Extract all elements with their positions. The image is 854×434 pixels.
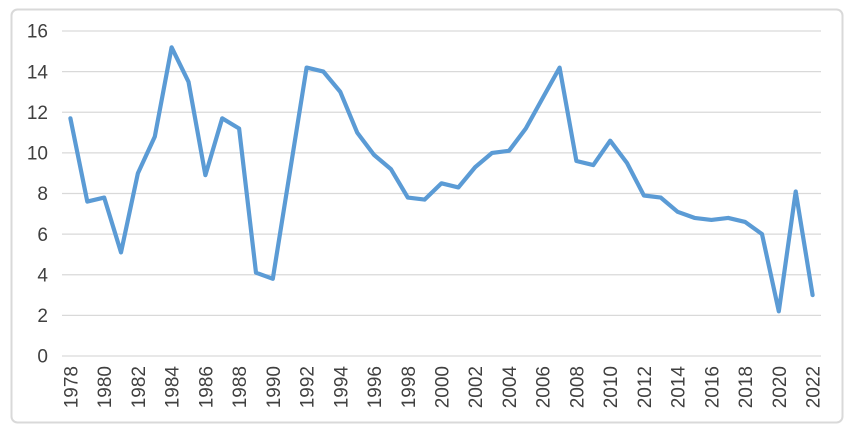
x-axis-tick-label: 2012	[635, 366, 656, 408]
x-axis-tick-label: 2000	[433, 366, 454, 408]
y-axis-tick-label: 8	[37, 184, 48, 205]
data-series-line	[68, 45, 815, 314]
x-axis-tick-label: 2018	[736, 366, 757, 408]
x-axis-tick-label: 2002	[466, 366, 487, 408]
x-axis-tick-label: 1988	[230, 366, 251, 408]
x-axis-tick-label: 2022	[804, 366, 825, 408]
x-axis-tick-label: 1990	[264, 366, 285, 408]
x-axis-tick-label: 1984	[163, 366, 184, 409]
chart-frame-border	[10, 8, 844, 424]
x-axis-tick-label: 1994	[331, 366, 352, 409]
x-axis-tick-label: 1996	[365, 366, 386, 408]
x-axis-tick-label: 1980	[95, 366, 116, 408]
y-axis-tick-label: 4	[37, 265, 48, 286]
x-axis-tick-label: 2008	[567, 366, 588, 408]
x-axis-tick-label: 2016	[702, 366, 723, 408]
x-axis-tick-label: 1986	[196, 366, 217, 408]
x-axis-tick-label: 2010	[601, 366, 622, 408]
x-axis-tick-label: 2020	[770, 366, 791, 408]
y-axis-tick-label: 0	[37, 347, 48, 368]
x-axis-tick-label: 2004	[500, 366, 521, 409]
x-axis-tick-label: 1982	[129, 366, 150, 408]
y-axis-tick-label: 6	[37, 225, 48, 246]
y-axis-tick-label: 10	[27, 144, 48, 165]
x-axis-tick-label: 1992	[298, 366, 319, 408]
y-axis-tick-label: 12	[27, 103, 48, 124]
x-axis-tick-label: 1978	[61, 366, 82, 408]
x-axis-tick-label: 2014	[669, 366, 690, 409]
y-axis-tick-label: 2	[37, 306, 48, 327]
y-axis-tick-label: 14	[27, 62, 49, 83]
y-axis-tick-label: 16	[27, 22, 48, 43]
x-axis-tick-label: 1998	[399, 366, 420, 408]
x-axis-tick-label: 2006	[534, 366, 555, 408]
